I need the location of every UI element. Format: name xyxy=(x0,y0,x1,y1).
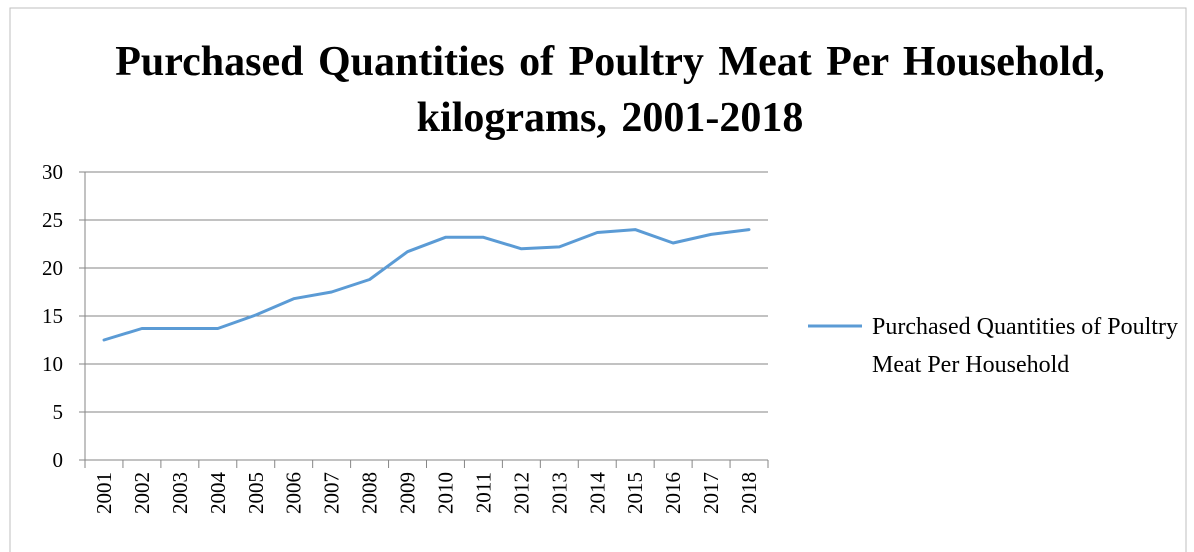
x-tick-label: 2012 xyxy=(509,472,533,514)
x-tick-label: 2002 xyxy=(130,472,154,514)
y-tick-label: 30 xyxy=(42,160,63,184)
x-tick-label: 2008 xyxy=(358,472,382,514)
x-tick-label: 2007 xyxy=(320,472,344,514)
x-tick-label: 2009 xyxy=(396,472,420,514)
y-tick-label: 10 xyxy=(42,352,63,376)
x-tick-label: 2016 xyxy=(661,472,685,514)
x-tick-label: 2004 xyxy=(206,472,230,515)
legend-label: Purchased Quantities of Poultry Meat Per… xyxy=(872,314,1178,378)
y-tick-label: 25 xyxy=(42,208,63,232)
x-tick-label: 2011 xyxy=(471,472,495,513)
x-tick-label: 2014 xyxy=(585,472,609,515)
x-tick-label: 2010 xyxy=(433,472,457,514)
chart-title: Purchased Quantities of Poultry Meat Per… xyxy=(115,39,1105,141)
chart-frame xyxy=(9,7,1187,552)
x-tick-label: 2018 xyxy=(737,472,761,514)
y-tick-label: 0 xyxy=(53,448,64,472)
y-tick-label: 15 xyxy=(42,304,63,328)
x-tick-label: 2015 xyxy=(623,472,647,514)
x-tick-label: 2006 xyxy=(282,472,306,514)
data-line xyxy=(102,228,751,342)
x-tick-label: 2005 xyxy=(244,472,268,514)
x-tick-label: 2017 xyxy=(699,472,723,514)
x-tick-label: 2013 xyxy=(547,472,571,514)
x-tick-label: 2001 xyxy=(92,472,116,514)
y-tick-label: 5 xyxy=(53,400,64,424)
x-tick-label: 2003 xyxy=(168,472,192,514)
y-tick-label: 20 xyxy=(42,256,63,280)
